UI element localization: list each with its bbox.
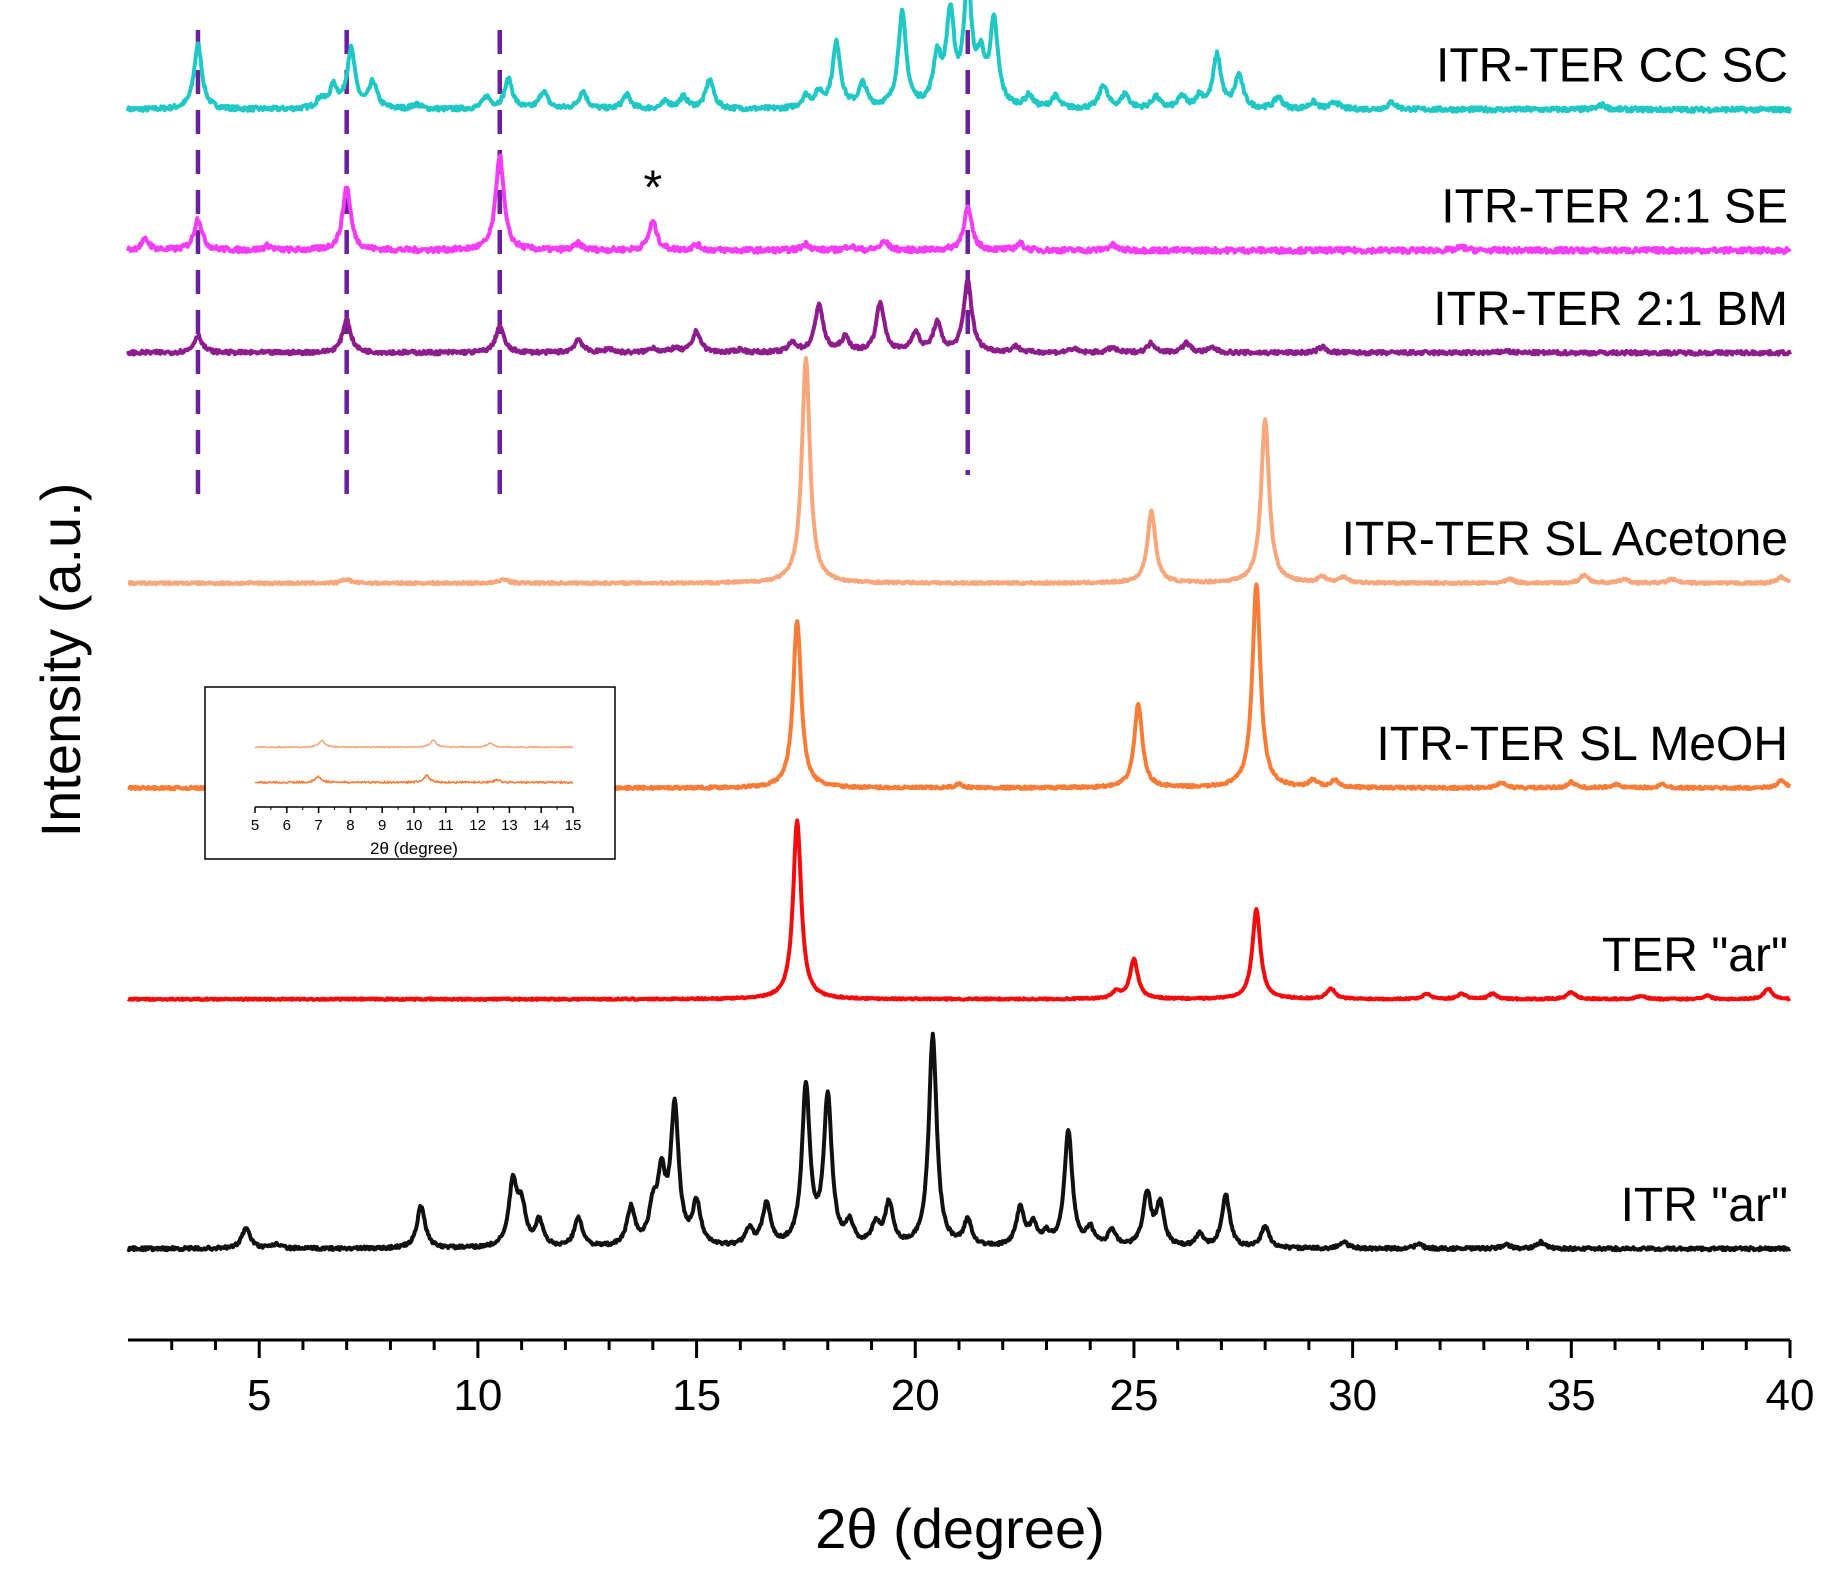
series-labels: ITR-TER CC SC ITR-TER 2:1 SE ITR-TER 2:1 B…	[1342, 40, 1788, 1232]
series-itr-ter-2-1-se	[126, 153, 1792, 255]
x-axis-ticks: 5 10 15 20 25 30 35 40	[170, 1340, 1815, 1420]
inset-x-tick-label-6: 6	[283, 817, 291, 834]
inset-x-tick-label-5: 5	[251, 817, 259, 834]
series-itr-ter-sl-acetone	[126, 356, 1792, 587]
inset-x-tick-label-12: 12	[469, 817, 486, 834]
x-tick-label-15: 15	[672, 1371, 721, 1420]
inset-series-itr-ter-sl-acetone	[254, 739, 574, 749]
x-tick-label-25: 25	[1109, 1371, 1158, 1420]
inset-x-tick-label-9: 9	[378, 817, 386, 834]
series-label-itr-ter-cc-sc: ITR-TER CC SC	[1436, 40, 1788, 93]
inset-x-tick-label-8: 8	[346, 817, 354, 834]
series-itr-ar	[126, 1031, 1792, 1253]
x-tick-label-20: 20	[891, 1371, 940, 1420]
inset-x-tick-label-14: 14	[533, 817, 550, 834]
inset-x-tick-label-15: 15	[565, 817, 582, 834]
peak-annotation-star: *	[643, 161, 662, 214]
inset-series-layer	[254, 739, 574, 785]
x-tick-label-40: 40	[1766, 1371, 1815, 1420]
inset-x-tick-label-13: 13	[501, 817, 518, 834]
series-layer	[126, 0, 1792, 1253]
x-axis-title: 2θ (degree)	[815, 1497, 1105, 1560]
y-axis-title: Intensity (a.u.)	[29, 483, 92, 838]
inset-x-ticks: 5 6 7 8 9 10 11 12 13 14 15	[251, 807, 582, 834]
series-label-ter-ar: TER "ar"	[1602, 929, 1788, 982]
x-tick-label-30: 30	[1328, 1371, 1377, 1420]
inset-x-axis-title: 2θ (degree)	[370, 839, 458, 858]
series-itr-ter-cc-sc	[126, 0, 1792, 114]
series-label-itr-ter-2-1-bm: ITR-TER 2:1 BM	[1433, 283, 1788, 336]
x-tick-label-35: 35	[1547, 1371, 1596, 1420]
series-label-itr-ter-sl-meoh: ITR-TER SL MeOH	[1376, 718, 1788, 771]
series-label-itr-ar: ITR "ar"	[1621, 1179, 1788, 1232]
series-ter-ar	[126, 818, 1792, 1002]
inset-frame	[204, 686, 616, 860]
series-itr-ter-2-1-bm	[126, 279, 1792, 357]
inset-chart: 5 6 7 8 9 10 11 12 13 14 15 2θ (degree)	[204, 686, 616, 860]
inset-x-tick-label-11: 11	[438, 817, 454, 834]
x-tick-label-5: 5	[247, 1371, 271, 1420]
series-label-itr-ter-2-1-se: ITR-TER 2:1 SE	[1441, 180, 1788, 233]
inset-x-tick-label-7: 7	[314, 817, 322, 834]
inset-series-itr-ter-sl-meoh	[254, 773, 574, 785]
x-tick-label-10: 10	[453, 1371, 502, 1420]
series-label-itr-ter-sl-acetone: ITR-TER SL Acetone	[1342, 513, 1788, 566]
reference-lines	[195, 30, 970, 500]
inset-x-tick-label-10: 10	[406, 817, 423, 834]
